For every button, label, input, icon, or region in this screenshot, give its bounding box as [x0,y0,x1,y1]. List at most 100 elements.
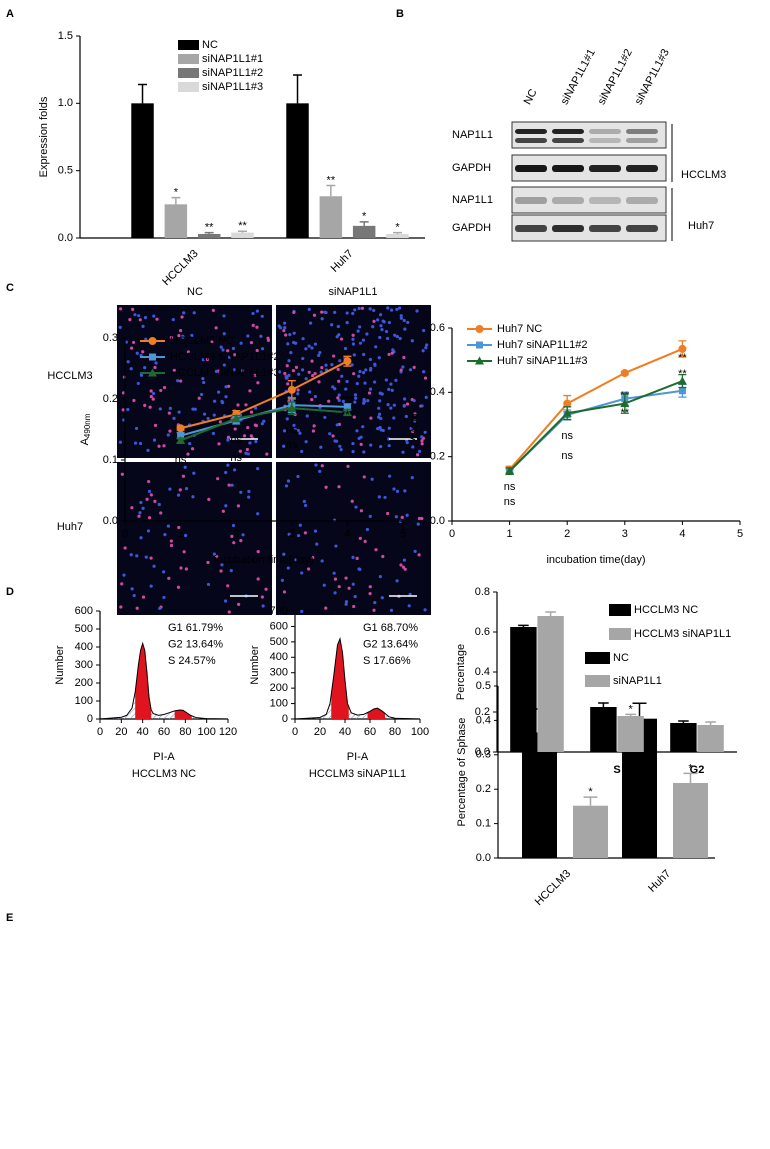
cell-dot [381,428,385,433]
cell-dot [148,405,152,409]
y-tick-label: 0.2 [475,706,490,718]
cell-dot [282,321,287,325]
cell-dot [218,420,222,424]
x-tick-label: S [613,764,620,776]
y-axis-label-main: Percentage of Sphase [456,718,468,827]
cell-dot [356,329,360,333]
cell-dot [417,449,422,454]
cell-dot [119,307,123,311]
cell-dot [159,511,163,515]
marker [287,403,297,412]
cell-dot [222,363,226,367]
x-tick-label: G1 [530,764,545,776]
cell-dot [318,469,322,473]
bar [286,103,309,238]
cell-dot [157,502,161,507]
cell-dot [310,346,314,350]
cell-dot [300,609,304,613]
cell-dot [336,396,340,400]
y-tick-label: 0 [87,713,93,725]
cell-dot [398,336,402,341]
cell-dot [261,604,265,608]
cell-dot [332,354,336,358]
cell-dot [351,342,356,346]
cell-dot [213,399,217,403]
cell-dot [361,370,366,375]
marker [148,337,157,345]
y-tick-label: 700 [270,605,288,617]
cell-dot [392,416,396,420]
significance: ** [621,407,630,419]
cell-dot [324,606,328,610]
cell-dot [143,316,148,320]
cell-dot [231,523,236,528]
cell-dot [134,426,139,431]
cell-dot [118,325,122,329]
x-tick-label: 0 [97,726,103,738]
cell-dot [183,465,187,469]
y-tick-label: 0.4 [430,386,445,398]
cell-dot [423,376,428,380]
cell-dot [300,368,305,372]
cell-dot [314,463,318,467]
x-tick-label: 40 [137,726,149,738]
image-row-label: Huh7 [57,521,83,533]
cell-dot [384,329,389,334]
legend-label: NC [202,39,218,51]
cell-dot [411,445,415,449]
cell-dot [249,410,254,414]
cell-dot [392,487,396,491]
cell-dot [385,336,390,341]
cell-dot [421,349,425,353]
cell-dot [239,490,243,494]
y-tick-label: 600 [270,620,288,632]
cell-dot [119,605,123,609]
cell-dot [201,377,205,381]
cell-dot [286,479,291,483]
cell-dot [311,429,316,433]
cell-dot [224,504,228,508]
cell-dot [405,513,409,517]
x-tick-label: 120 [219,726,237,738]
x-tick-label: 1 [507,528,513,540]
cell-dot [383,495,387,500]
error-bar [583,796,598,806]
cell-dot [292,423,296,427]
cell-dot [423,608,427,612]
cell-dot [190,447,195,451]
blot-band [626,138,658,143]
cell-dot [171,318,175,322]
cell-dot [330,323,334,327]
cell-dot [357,374,361,378]
cell-dot [387,426,391,430]
cell-dot [320,464,324,468]
cell-dot [344,602,348,606]
cell-dot [345,311,349,315]
cell-dot [206,560,210,565]
cell-dot [260,422,264,426]
cell-dot [296,388,300,392]
cell-dot [139,536,143,540]
cell-dot [191,407,195,411]
cell-dot [249,340,254,345]
cell-dot [253,423,257,427]
legend-swatch [178,40,199,50]
cell-dot [420,404,424,408]
panel-label: A [6,8,14,20]
cell-dot [217,442,221,446]
x-tick-label: 3 [622,528,628,540]
cell-dot [373,362,377,366]
y-tick-label: 400 [270,651,288,663]
significance: ns [230,452,242,464]
cell-dot [190,333,194,338]
y-axis-label: Percentage [455,644,467,700]
cell-dot [147,489,152,493]
cell-dot [179,379,183,383]
legend-label: siNAP1L1#1 [202,53,263,65]
cell-dot [416,453,420,457]
cell-dot [279,326,283,330]
cell-dot [162,386,167,390]
cell-dot [341,399,345,403]
cell-dot [378,313,383,317]
marker [620,369,629,378]
